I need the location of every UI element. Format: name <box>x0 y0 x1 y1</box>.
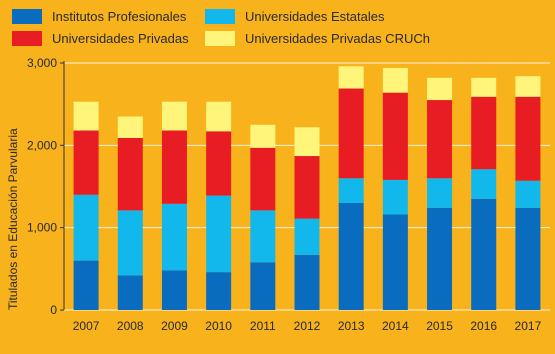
x-tick-label: 2009 <box>161 319 188 333</box>
bar-institutos-profesionales-2013 <box>338 202 364 310</box>
bar-universidades-privadas-2008 <box>117 137 143 211</box>
legend-item-universidades-privadas-cruch: Universidades Privadas CRUCh <box>205 31 430 46</box>
bar-universidades-privadas-cruch-2009 <box>161 101 187 131</box>
y-tick-label: 3,000 <box>27 56 57 70</box>
x-tick-label: 2015 <box>426 319 453 333</box>
bar-universidades-privadas-2016 <box>471 96 497 170</box>
legend-label: Universidades Estatales <box>245 9 385 24</box>
legend-swatch <box>12 9 42 24</box>
legend-swatch <box>205 31 235 46</box>
bar-institutos-profesionales-2016 <box>471 198 497 310</box>
legend-label: Institutos Profesionales <box>52 9 187 24</box>
bar-universidades-estatales-2009 <box>161 203 187 271</box>
bar-universidades-privadas-cruch-2007 <box>73 101 99 131</box>
x-tick-label: 2014 <box>382 319 409 333</box>
bar-universidades-privadas-2017 <box>515 96 541 181</box>
legend-item-institutos-profesionales: Institutos Profesionales <box>12 9 186 24</box>
legend-item-universidades-privadas: Universidades Privadas <box>12 31 189 46</box>
bar-universidades-privadas-2010 <box>206 131 232 196</box>
bar-universidades-estatales-2011 <box>250 210 276 263</box>
bar-universidades-privadas-2009 <box>161 130 187 204</box>
bar-universidades-privadas-cruch-2008 <box>117 116 143 138</box>
bar-institutos-profesionales-2017 <box>515 207 541 310</box>
bar-universidades-estatales-2014 <box>382 179 408 215</box>
bar-institutos-profesionales-2012 <box>294 254 320 310</box>
bar-institutos-profesionales-2009 <box>161 270 187 310</box>
legend: Institutos Profesionales Universidades E… <box>0 0 555 56</box>
bar-universidades-estatales-2017 <box>515 180 541 208</box>
x-tick-label: 2008 <box>117 319 144 333</box>
x-tick-label: 2017 <box>515 319 542 333</box>
bar-universidades-privadas-cruch-2016 <box>471 77 497 97</box>
bar-universidades-privadas-2012 <box>294 156 320 219</box>
legend-label: Universidades Privadas CRUCh <box>245 31 430 46</box>
legend-swatch <box>12 31 42 46</box>
bar-universidades-privadas-cruch-2012 <box>294 127 320 157</box>
bar-universidades-privadas-2015 <box>427 100 453 179</box>
bar-universidades-estatales-2010 <box>206 195 232 273</box>
bar-universidades-estatales-2012 <box>294 218 320 255</box>
legend-item-universidades-estatales: Universidades Estatales <box>205 9 384 24</box>
bar-universidades-estatales-2016 <box>471 169 497 199</box>
bar-universidades-privadas-2013 <box>338 88 364 179</box>
x-tick-label: 2007 <box>73 319 100 333</box>
bar-institutos-profesionales-2008 <box>117 275 143 310</box>
y-tick-label: 1,000 <box>27 221 57 235</box>
x-tick-label: 2012 <box>294 319 321 333</box>
y-tick-label: 0 <box>50 303 57 317</box>
bar-institutos-profesionales-2015 <box>427 207 453 310</box>
legend-swatch <box>205 9 235 24</box>
bar-universidades-privadas-cruch-2014 <box>382 67 408 93</box>
bar-universidades-privadas-cruch-2015 <box>427 77 453 101</box>
bar-universidades-privadas-cruch-2017 <box>515 76 541 97</box>
bar-institutos-profesionales-2007 <box>73 260 99 310</box>
bar-universidades-privadas-cruch-2013 <box>338 66 364 89</box>
bar-universidades-privadas-2014 <box>382 92 408 180</box>
x-tick-label: 2016 <box>470 319 497 333</box>
bar-universidades-privadas-cruch-2011 <box>250 124 276 148</box>
x-tick-label: 2010 <box>205 319 232 333</box>
bar-universidades-estatales-2008 <box>117 210 143 276</box>
y-tick-label: 2,000 <box>27 138 57 152</box>
legend-label: Universidades Privadas <box>52 31 189 46</box>
x-tick-label: 2013 <box>338 319 365 333</box>
bar-institutos-profesionales-2010 <box>206 272 232 310</box>
bar-universidades-privadas-2007 <box>73 130 99 195</box>
bar-universidades-estatales-2007 <box>73 194 99 261</box>
bar-universidades-privadas-2011 <box>250 147 276 211</box>
bar-universidades-estatales-2015 <box>427 178 453 208</box>
bar-institutos-profesionales-2014 <box>382 214 408 310</box>
bar-universidades-privadas-cruch-2010 <box>206 101 232 132</box>
bar-institutos-profesionales-2011 <box>250 262 276 310</box>
x-tick-label: 2011 <box>250 319 276 333</box>
bar-universidades-estatales-2013 <box>338 178 364 203</box>
